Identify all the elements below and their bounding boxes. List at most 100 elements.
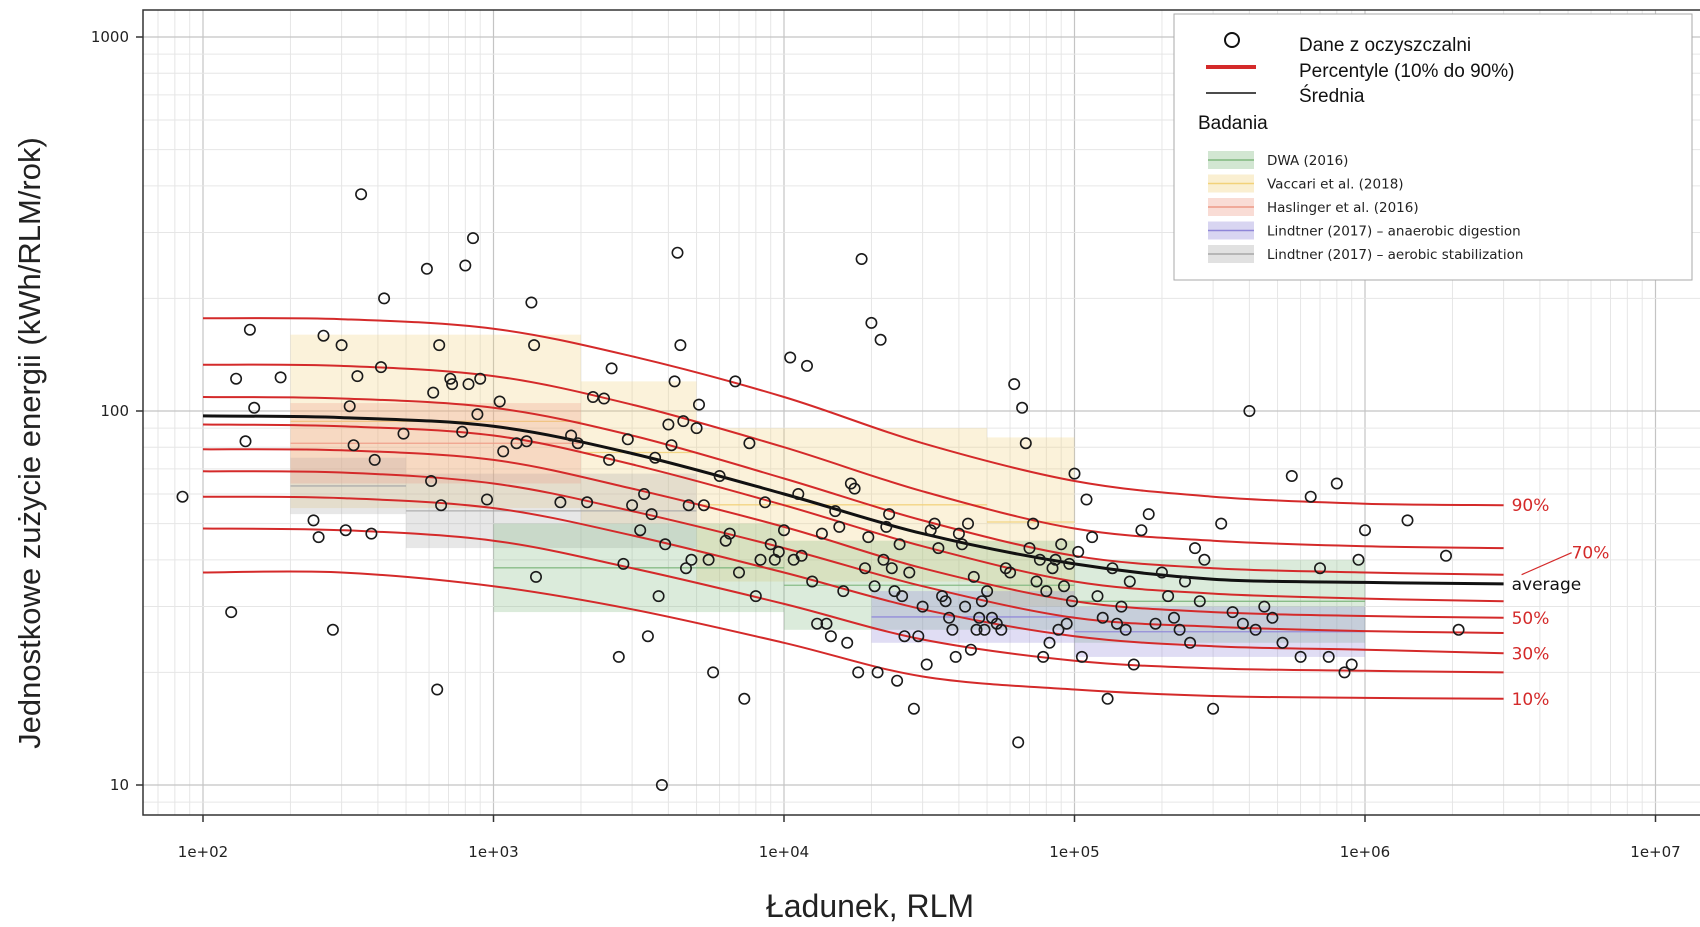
data-point [1236, 617, 1249, 630]
data-point [662, 418, 675, 431]
data-point [824, 630, 837, 643]
percentile-curve [202, 470, 1504, 634]
data-point [497, 445, 510, 458]
data-point [1004, 566, 1017, 579]
data-point [1249, 623, 1262, 636]
data-point [621, 433, 634, 446]
data-point [529, 570, 542, 583]
data-point [571, 437, 584, 450]
data-point [471, 408, 484, 421]
legend-study-label: Vaccari et al. (2018) [1267, 177, 1404, 193]
data-point [1294, 650, 1307, 663]
data-point [355, 188, 368, 201]
data-point [1096, 611, 1109, 624]
data-point [820, 617, 833, 630]
data-point [317, 329, 330, 342]
data-points [176, 188, 1465, 791]
data-point [995, 623, 1008, 636]
data-point [946, 623, 959, 636]
percentile-curve [202, 448, 1504, 619]
data-point [961, 517, 974, 530]
curve-labels: 10% 30% 50% 70% 90% average [1512, 496, 1610, 710]
legend-study-label: DWA (2016) [1267, 153, 1348, 169]
data-point [1243, 404, 1256, 417]
data-point [1119, 623, 1132, 636]
data-point [898, 630, 911, 643]
data-point [758, 496, 771, 509]
legend-label-mean: Średnia [1299, 85, 1365, 107]
curve-label: 70% [1572, 544, 1610, 564]
legend-label-percentile: Percentyle (10% do 90%) [1299, 61, 1514, 82]
data-point [729, 375, 742, 388]
data-point [959, 600, 972, 613]
data-point [1149, 617, 1162, 630]
data-point [397, 427, 410, 440]
curve-label: 10% [1512, 690, 1550, 710]
data-point [1258, 600, 1271, 613]
data-point [1058, 580, 1071, 593]
data-point [462, 378, 475, 391]
data-point [973, 611, 986, 624]
curve-label-leader [1521, 552, 1572, 576]
data-point [525, 296, 538, 309]
data-point [520, 435, 533, 448]
data-point [677, 415, 690, 428]
data-point [871, 666, 884, 679]
data-point [668, 375, 681, 388]
data-point [893, 538, 906, 551]
data-point [880, 520, 893, 533]
data-point [1193, 595, 1206, 608]
data-point [920, 658, 933, 671]
x-tick-label: 1e+04 [759, 843, 809, 861]
data-point [1452, 623, 1465, 636]
data-point [1179, 575, 1192, 588]
data-point [433, 339, 446, 352]
data-point [692, 398, 705, 411]
data-point [605, 362, 618, 375]
data-point [239, 435, 252, 448]
data-point [597, 392, 610, 405]
data-point [343, 400, 356, 413]
curve-label: 90% [1512, 496, 1550, 516]
data-point [833, 520, 846, 533]
data-point [1019, 437, 1032, 450]
data-point [1101, 692, 1114, 705]
data-point [907, 702, 920, 715]
data-point [1226, 606, 1239, 619]
data-point [1046, 562, 1059, 575]
data-point [679, 562, 692, 575]
legend-label-data: Dane z oczyszczalni [1299, 35, 1471, 56]
percentile-curve [202, 570, 1504, 700]
data-point [784, 351, 797, 364]
data-point [339, 524, 352, 537]
data-point [932, 542, 945, 555]
x-tick-label: 1e+05 [1049, 843, 1099, 861]
legend-box [1173, 13, 1693, 281]
legend-marker-data [1224, 32, 1240, 48]
data-point [862, 531, 875, 544]
average-curve [202, 414, 1504, 586]
percentile-curve [202, 495, 1504, 655]
data-point [1330, 477, 1343, 490]
data-point [1037, 650, 1050, 663]
data-point [1215, 517, 1228, 530]
data-point [903, 566, 916, 579]
data-point [885, 562, 898, 575]
data-point [690, 422, 703, 435]
data-point [347, 439, 360, 452]
data-point [1345, 658, 1358, 671]
data-point [837, 585, 850, 598]
data-point [848, 482, 861, 495]
data-point [916, 600, 929, 613]
y-axis-label: Jednostkowe zużycie energii (kWh/RLM/rok… [12, 137, 47, 749]
data-point [1162, 590, 1175, 603]
data-point [1304, 490, 1317, 503]
data-point [928, 517, 941, 530]
data-point [617, 557, 630, 570]
data-point [723, 527, 736, 540]
data-point [811, 617, 824, 630]
data-point [1033, 553, 1046, 566]
data-point [368, 453, 381, 466]
data-point [312, 531, 325, 544]
